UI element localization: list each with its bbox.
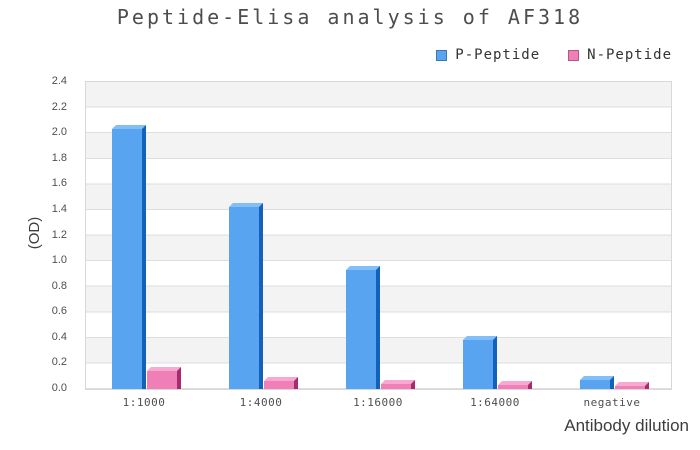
n-peptide-swatch-icon xyxy=(568,49,580,61)
bar-top xyxy=(615,382,649,386)
x-tick-label: 1:4000 xyxy=(239,396,283,409)
y-tick-label: 2.4 xyxy=(51,75,67,87)
bar-front xyxy=(147,371,177,389)
y-tick-label: 1.2 xyxy=(51,228,67,241)
x-axis-title: Antibody dilution xyxy=(564,416,689,435)
bar-top xyxy=(381,380,415,384)
bar-side xyxy=(411,380,415,389)
x-tick-label: 1:64000 xyxy=(470,396,520,409)
p-peptide-bar-1:4000 xyxy=(229,203,263,389)
n-peptide-bar-1:1000 xyxy=(147,367,181,389)
p-peptide-swatch-icon xyxy=(436,49,448,61)
n-peptide-bar-1:4000 xyxy=(264,377,298,389)
bar-top xyxy=(264,377,298,381)
n-peptide-bar-negative xyxy=(615,382,649,389)
bar-side xyxy=(528,381,532,389)
y-tick-label: 1.6 xyxy=(51,177,67,190)
bar-front xyxy=(264,381,294,389)
bar-front xyxy=(615,386,645,389)
bar-front xyxy=(229,207,259,389)
bar-side xyxy=(610,376,614,389)
legend-entry-n-peptide: N-Peptide xyxy=(568,47,672,63)
legend-label-n-peptide: N-Peptide xyxy=(587,47,672,63)
y-tick-label: 2.0 xyxy=(51,126,67,139)
bar-front xyxy=(463,340,493,389)
y-tick-label: 0.6 xyxy=(51,305,67,318)
y-axis-ticks: 0.0 0.2 0.4 0.6 0.8 1.0 1.2 1.4 1.6 1.8 2.0 2.2 2.4 xyxy=(30,75,76,394)
y-tick-label: 1.0 xyxy=(51,254,67,267)
bar-side xyxy=(645,382,649,389)
bar-side xyxy=(493,336,497,389)
y-tick-label: 0.8 xyxy=(51,279,67,292)
legend-entry-p-peptide: P-Peptide xyxy=(436,47,540,63)
x-axis-ticks: 1:1000 1:4000 1:16000 1:64000 negative xyxy=(85,396,672,412)
chart-title: Peptide-Elisa analysis of AF318 xyxy=(116,5,584,29)
x-tick-label: negative xyxy=(583,396,641,409)
p-peptide-bar-1:1000 xyxy=(112,125,146,389)
bar-top xyxy=(147,367,181,371)
bar-front xyxy=(112,129,142,389)
y-tick-label: 0.2 xyxy=(51,356,67,369)
bar-side xyxy=(259,203,263,389)
p-peptide-bar-negative xyxy=(580,376,614,389)
p-peptide-bar-1:64000 xyxy=(463,336,497,389)
y-tick-label: 1.4 xyxy=(51,202,67,215)
bar-top xyxy=(580,376,614,380)
bar-top xyxy=(463,336,497,340)
bar-top xyxy=(498,381,532,385)
y-tick-label: 0.4 xyxy=(51,330,67,343)
bar-side xyxy=(376,266,380,389)
n-peptide-bar-1:64000 xyxy=(498,381,532,389)
bar-front xyxy=(346,270,376,389)
y-tick-label: 0.0 xyxy=(51,382,67,394)
legend-label-p-peptide: P-Peptide xyxy=(455,47,541,63)
bar-front xyxy=(381,384,411,389)
bar-front xyxy=(498,385,528,389)
n-peptide-bar-1:16000 xyxy=(381,380,415,389)
legend: P-Peptide N-Peptide xyxy=(436,47,672,63)
bar-top xyxy=(229,203,263,207)
bar-top xyxy=(112,125,146,129)
bar-front xyxy=(580,380,610,389)
bar-side xyxy=(177,367,181,389)
bar-side xyxy=(142,125,146,389)
y-tick-label: 2.2 xyxy=(51,100,67,113)
x-tick-label: 1:16000 xyxy=(353,396,403,409)
plot-area xyxy=(85,81,672,390)
bar-side xyxy=(294,377,298,389)
y-tick-label: 1.8 xyxy=(51,151,67,164)
bar-top xyxy=(346,266,380,270)
x-tick-label: 1:1000 xyxy=(122,396,166,409)
p-peptide-bar-1:16000 xyxy=(346,266,380,389)
